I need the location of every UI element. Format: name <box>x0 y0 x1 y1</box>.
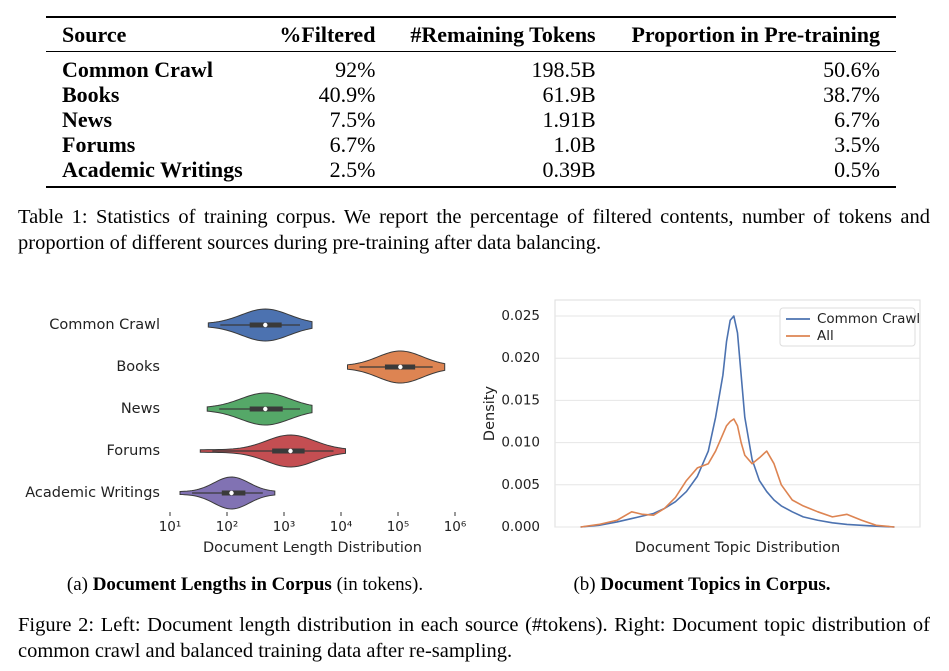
table-cell: 7.5% <box>329 107 376 132</box>
stats-table: Source %Filtered #Remaining Tokens Proporti… <box>46 16 896 188</box>
y-tick-label: Academic Writings <box>25 485 160 501</box>
sub-title: Document Topics in Corpus. <box>600 574 831 595</box>
y-tick-label: 0.025 <box>501 308 540 324</box>
x-tick-label: 10¹ <box>159 519 182 535</box>
y-tick-label: News <box>121 401 160 417</box>
sub-label: (a) <box>66 574 88 595</box>
median <box>398 364 403 370</box>
y-tick-label: 0.020 <box>501 350 540 366</box>
median <box>263 322 268 328</box>
table-cell: 61.9B <box>542 82 596 107</box>
y-tick-label: Forums <box>106 443 160 459</box>
x-axis-label: Document Length Distribution <box>203 540 422 556</box>
x-tick-label: 10³ <box>273 519 296 535</box>
table-cell: 2.5% <box>261 157 392 188</box>
table-cell: Academic Writings <box>46 157 262 188</box>
table-row: Books 40.9% 61.9B 38.7% <box>46 82 896 107</box>
median <box>288 448 293 454</box>
y-tick-label: 0.000 <box>501 519 540 535</box>
table-cell: 3.5% <box>834 132 880 157</box>
table-cell: 0.5% <box>611 157 896 188</box>
sub-note: (in tokens). <box>336 574 424 595</box>
table-row: Common Crawl 92% 198.5B 50.6% <box>46 52 896 83</box>
table-cell: 92% <box>335 57 376 82</box>
legend <box>779 307 916 347</box>
subcaption: (a) Document Lengths in Corpus (in token… <box>67 574 423 596</box>
table-cell: Common Crawl <box>62 57 213 82</box>
subcaption: (b) Document Topics in Corpus. <box>573 574 830 596</box>
header-row: Source %Filtered #Remaining Tokens Proporti… <box>46 16 896 52</box>
x-tick-label: 10⁶ <box>444 519 467 535</box>
table-cell: 1.0B <box>553 132 596 157</box>
x-tick-label: 10⁴ <box>330 519 353 535</box>
table-cell: 198.5B <box>531 57 596 82</box>
sub-title: Document Lengths in Corpus <box>92 574 332 595</box>
sub-label: (b) <box>573 574 596 595</box>
table-body: Common Crawl 92% 198.5B 50.6% Books 40.9% 61.9… <box>46 52 896 188</box>
table-caption: Table 1: Statistics of training corpus. … <box>18 206 930 254</box>
table-cell: 38.7% <box>823 82 880 107</box>
table-cell: Forums <box>62 132 136 157</box>
legend-label: Common Crawl <box>817 311 920 327</box>
y-axis-label: Density <box>482 386 498 442</box>
x-tick-label: 10⁵ <box>387 519 410 535</box>
y-tick-label: Books <box>116 359 160 375</box>
median <box>263 406 268 412</box>
column-header: #Remaining Tokens <box>391 16 612 52</box>
y-tick-label: Common Crawl <box>49 317 160 333</box>
y-tick-label: 0.015 <box>501 392 540 408</box>
figure: 10¹ 10² 10³ 10⁴ 10⁵ 10⁶ Document Length Distri… <box>25 299 921 556</box>
table-cell: 40.9% <box>318 82 376 107</box>
y-tick-label: 0.010 <box>501 435 540 451</box>
x-tick-label: 10² <box>216 519 239 535</box>
x-axis-label: Document Topic Distribution <box>635 540 840 556</box>
y-tick-label: 0.005 <box>501 477 540 493</box>
table-cell: Books <box>62 82 120 107</box>
table-cell: 6.7% <box>834 107 880 132</box>
median <box>229 490 234 496</box>
figure-caption: Figure 2: Left: Document length distribu… <box>18 614 930 662</box>
table-row: Forums 6.7% 1.0B 3.5% <box>46 132 896 157</box>
legend-label: All <box>817 328 834 344</box>
table-cell: 6.7% <box>329 132 376 157</box>
table-cell: News <box>62 107 113 132</box>
line <box>580 418 895 528</box>
table-row: News 7.5% 1.91B 6.7% <box>46 107 896 132</box>
column-header: Source <box>46 16 262 52</box>
column-header: Proportion in Pre-training <box>611 16 896 52</box>
line <box>580 315 895 528</box>
table-cell: 50.6% <box>823 57 880 82</box>
table-cell: 1.91B <box>542 107 596 132</box>
table-cell: 0.39B <box>391 157 612 188</box>
table-row: Academic Writings 2.5% 0.39B 0.5% <box>46 157 896 188</box>
column-header: %Filtered <box>261 16 392 52</box>
